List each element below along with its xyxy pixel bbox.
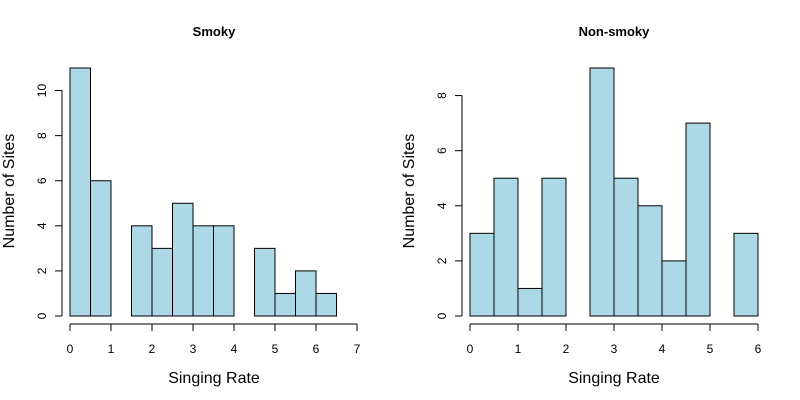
histogram-bar <box>493 177 519 317</box>
x-tick-label: 3 <box>611 342 618 356</box>
histogram-bar <box>613 177 639 317</box>
histogram-bar <box>131 225 153 317</box>
x-tick-label: 4 <box>231 342 238 356</box>
histogram-bar <box>589 67 615 317</box>
x-axis: 0 1 2 3 4 5 6 <box>467 323 762 356</box>
y-axis-label: Number of Sites <box>401 134 418 249</box>
histogram-bar <box>192 225 214 317</box>
histogram-bar <box>661 260 687 317</box>
histogram-bar <box>151 247 173 317</box>
x-tick-label: 7 <box>354 342 361 356</box>
chart-title: Non-smoky <box>579 24 651 39</box>
histogram-bar <box>254 247 276 317</box>
x-tick-label: 6 <box>755 342 762 356</box>
y-tick-label: 0 <box>435 312 449 319</box>
histogram-bar <box>295 270 317 317</box>
x-axis-label: Singing Rate <box>568 370 660 387</box>
x-axis: 0 1 2 3 4 5 6 7 <box>67 323 361 356</box>
y-tick-label: 8 <box>35 132 49 139</box>
x-tick-label: 0 <box>67 342 74 356</box>
bars-group <box>469 67 759 317</box>
histogram-bar <box>517 287 543 317</box>
x-tick-label: 3 <box>190 342 197 356</box>
histogram-bar <box>685 122 711 317</box>
x-tick-label: 4 <box>659 342 666 356</box>
y-axis: 0 2 4 6 8 10 <box>35 84 63 319</box>
y-tick-label: 6 <box>435 147 449 154</box>
bars-group <box>69 67 337 317</box>
x-tick-label: 2 <box>563 342 570 356</box>
y-tick-label: 8 <box>435 92 449 99</box>
y-tick-label: 2 <box>435 257 449 264</box>
y-tick-label: 4 <box>35 222 49 229</box>
smoky-histogram-panel: Smoky Singing Rate Number of Sites 0 1 2 3 4… <box>1 24 361 387</box>
y-tick-label: 0 <box>35 312 49 319</box>
non-smoky-histogram-panel: Non-smoky Singing Rate Number of Sites 0… <box>401 24 762 387</box>
chart-title: Smoky <box>193 24 236 39</box>
histogram-bar <box>733 232 759 317</box>
histogram-bar <box>90 180 112 317</box>
histogram-bar <box>69 67 91 317</box>
y-tick-label: 4 <box>435 202 449 209</box>
y-axis: 0 2 4 6 8 <box>435 92 463 319</box>
x-tick-label: 5 <box>272 342 279 356</box>
x-tick-label: 5 <box>707 342 714 356</box>
x-tick-label: 2 <box>149 342 156 356</box>
x-tick-label: 0 <box>467 342 474 356</box>
x-axis-label: Singing Rate <box>168 370 260 387</box>
histogram-bar <box>315 292 337 317</box>
histogram-bar <box>637 205 663 317</box>
y-tick-label: 6 <box>35 177 49 184</box>
x-tick-label: 1 <box>515 342 522 356</box>
histogram-bar <box>172 202 194 317</box>
histogram-bar <box>541 177 567 317</box>
x-tick-label: 6 <box>313 342 320 356</box>
histogram-bar <box>469 232 495 317</box>
y-tick-label: 2 <box>35 267 49 274</box>
y-tick-label: 10 <box>35 84 49 98</box>
x-tick-label: 1 <box>108 342 115 356</box>
y-axis-label: Number of Sites <box>1 134 18 249</box>
histogram-bar <box>274 292 296 317</box>
histogram-bar <box>213 225 235 317</box>
